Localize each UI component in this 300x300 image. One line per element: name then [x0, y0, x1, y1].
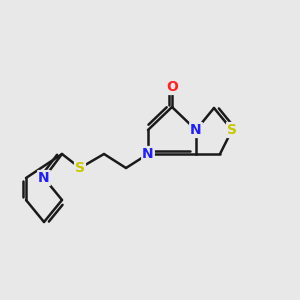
Text: S: S [227, 123, 237, 137]
Text: N: N [38, 171, 50, 185]
Text: N: N [142, 147, 154, 161]
Text: S: S [75, 161, 85, 175]
Text: O: O [166, 80, 178, 94]
Text: N: N [190, 123, 202, 137]
